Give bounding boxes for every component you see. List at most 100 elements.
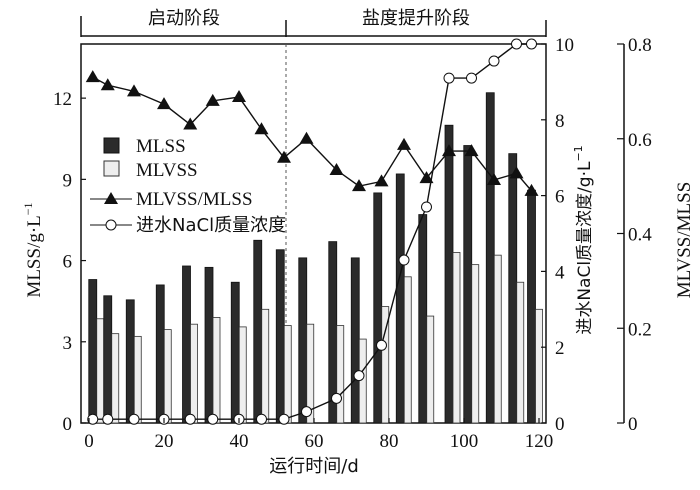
y-axis-right-title: MLVSS/MLSS xyxy=(674,182,695,299)
legend-label-nacl: 进水NaCl质量浓度 xyxy=(136,215,286,236)
point-mlvss-mlss xyxy=(100,78,115,91)
point-nacl xyxy=(398,254,410,266)
point-nacl xyxy=(184,413,196,425)
bar-mlss xyxy=(253,239,263,424)
point-nacl xyxy=(353,370,365,382)
bar-mlvss xyxy=(358,338,367,424)
point-nacl xyxy=(376,339,387,351)
bar-mlvss xyxy=(306,323,315,424)
legend-label-ratio: MLVSS/MLSS xyxy=(136,189,253,210)
y-mid-tick-label: 2 xyxy=(555,338,565,359)
bar-mlvss xyxy=(471,264,480,424)
axes-layer: 0 20 40 60 80 100 120036912024681000.20.40.60.… xyxy=(53,35,652,452)
point-nacl xyxy=(466,72,477,84)
bar-mlvss xyxy=(212,317,221,424)
point-mlvss-mlss xyxy=(254,122,269,135)
y-axis-left-title-main: MLSS/g·L xyxy=(24,215,45,297)
y-axis-mid-title-sup: −1 xyxy=(572,145,585,161)
y-mid-tick-label: 6 xyxy=(555,187,565,208)
point-mlvss-mlss xyxy=(509,166,524,179)
legend-label-mlss: MLSS xyxy=(136,136,186,157)
point-nacl xyxy=(102,413,114,425)
y-right-tick-label: 0.4 xyxy=(628,225,652,246)
bar-mlss xyxy=(298,257,308,424)
y-left-tick-label: 9 xyxy=(63,170,73,191)
x-tick-label: 60 xyxy=(305,431,324,452)
point-nacl xyxy=(278,413,290,425)
point-mlvss-mlss xyxy=(205,93,220,106)
y-left-tick-label: 3 xyxy=(63,333,73,354)
bar-mlss xyxy=(418,214,428,424)
x-tick-label: 120 xyxy=(525,431,554,452)
bar-mlvss xyxy=(163,329,172,424)
bar-mlss xyxy=(527,189,536,424)
y-right-tick-label: 0 xyxy=(628,414,638,435)
bar-mlss xyxy=(350,257,360,424)
y-mid-tick-label: 0 xyxy=(555,414,565,435)
bar-mlss xyxy=(508,153,518,424)
point-nacl xyxy=(207,413,219,425)
bar-mlvss xyxy=(403,276,412,424)
point-mlvss-mlss xyxy=(277,150,291,163)
lines-layer xyxy=(85,38,539,425)
point-mlvss-mlss xyxy=(374,174,389,187)
x-tick-label: 100 xyxy=(450,431,479,452)
y-mid-tick-label: 4 xyxy=(555,262,565,283)
bar-mlss xyxy=(395,173,405,424)
bar-mlss xyxy=(373,192,383,424)
y-axis-mid-title-main: 进水NaCl质量浓度/g·L xyxy=(575,161,595,335)
y-left-tick-label: 12 xyxy=(53,89,72,110)
bar-mlvss xyxy=(261,308,270,424)
point-mlvss-mlss xyxy=(157,97,171,110)
bar-mlvss xyxy=(381,306,390,424)
y-mid-tick-label: 8 xyxy=(555,111,565,132)
bar-mlss xyxy=(88,279,98,424)
bar-mlss xyxy=(182,265,191,424)
phase-bracket: 启动阶段 盐度提升阶段 xyxy=(80,8,547,37)
point-mlvss-mlss xyxy=(329,163,344,176)
legend-circle-icon xyxy=(105,219,117,231)
point-nacl xyxy=(526,38,537,50)
bar-mlss xyxy=(444,124,454,424)
point-mlvss-mlss xyxy=(352,179,366,192)
bar-mlss xyxy=(204,266,214,424)
bar-mlvss xyxy=(133,335,142,424)
point-mlvss-mlss xyxy=(85,70,100,83)
y-left-tick-label: 6 xyxy=(63,252,73,273)
phase-label-salinity: 盐度提升阶段 xyxy=(362,8,470,29)
y-mid-tick-label: 10 xyxy=(555,35,574,56)
x-tick-label: 20 xyxy=(155,431,174,452)
bar-mlss xyxy=(155,284,165,424)
bar-mlss xyxy=(275,249,285,424)
point-nacl xyxy=(331,392,342,404)
point-mlvss-mlss xyxy=(183,117,198,130)
point-nacl xyxy=(256,413,267,425)
point-mlvss-mlss xyxy=(524,183,539,196)
point-nacl xyxy=(128,413,140,425)
point-nacl xyxy=(301,406,312,418)
bar-mlvss xyxy=(111,333,120,424)
point-mlvss-mlss xyxy=(397,137,411,150)
bar-mlvss xyxy=(336,325,345,424)
x-axis-title: 运行时间/d xyxy=(269,456,359,477)
bar-mlvss xyxy=(238,326,247,424)
y-right-tick-label: 0.8 xyxy=(628,35,652,56)
bar-mlvss xyxy=(535,308,543,424)
point-mlvss-mlss xyxy=(299,131,314,144)
point-nacl xyxy=(511,38,522,50)
bar-mlvss xyxy=(426,315,435,424)
bar-mlvss xyxy=(283,325,292,424)
bar-mlss xyxy=(230,281,240,424)
legend-swatch-mlvss xyxy=(103,160,120,177)
bars-layer xyxy=(88,92,543,424)
bar-mlvss xyxy=(493,254,502,424)
point-nacl xyxy=(488,55,500,67)
point-mlvss-mlss xyxy=(442,144,456,157)
bar-mlvss xyxy=(190,323,198,424)
y-right-tick-label: 0.6 xyxy=(628,130,652,151)
legend-triangle-icon xyxy=(104,192,118,204)
legend-swatch-mlss xyxy=(103,137,120,154)
x-tick-label: 40 xyxy=(230,431,249,452)
y-left-tick-label: 0 xyxy=(63,414,73,435)
